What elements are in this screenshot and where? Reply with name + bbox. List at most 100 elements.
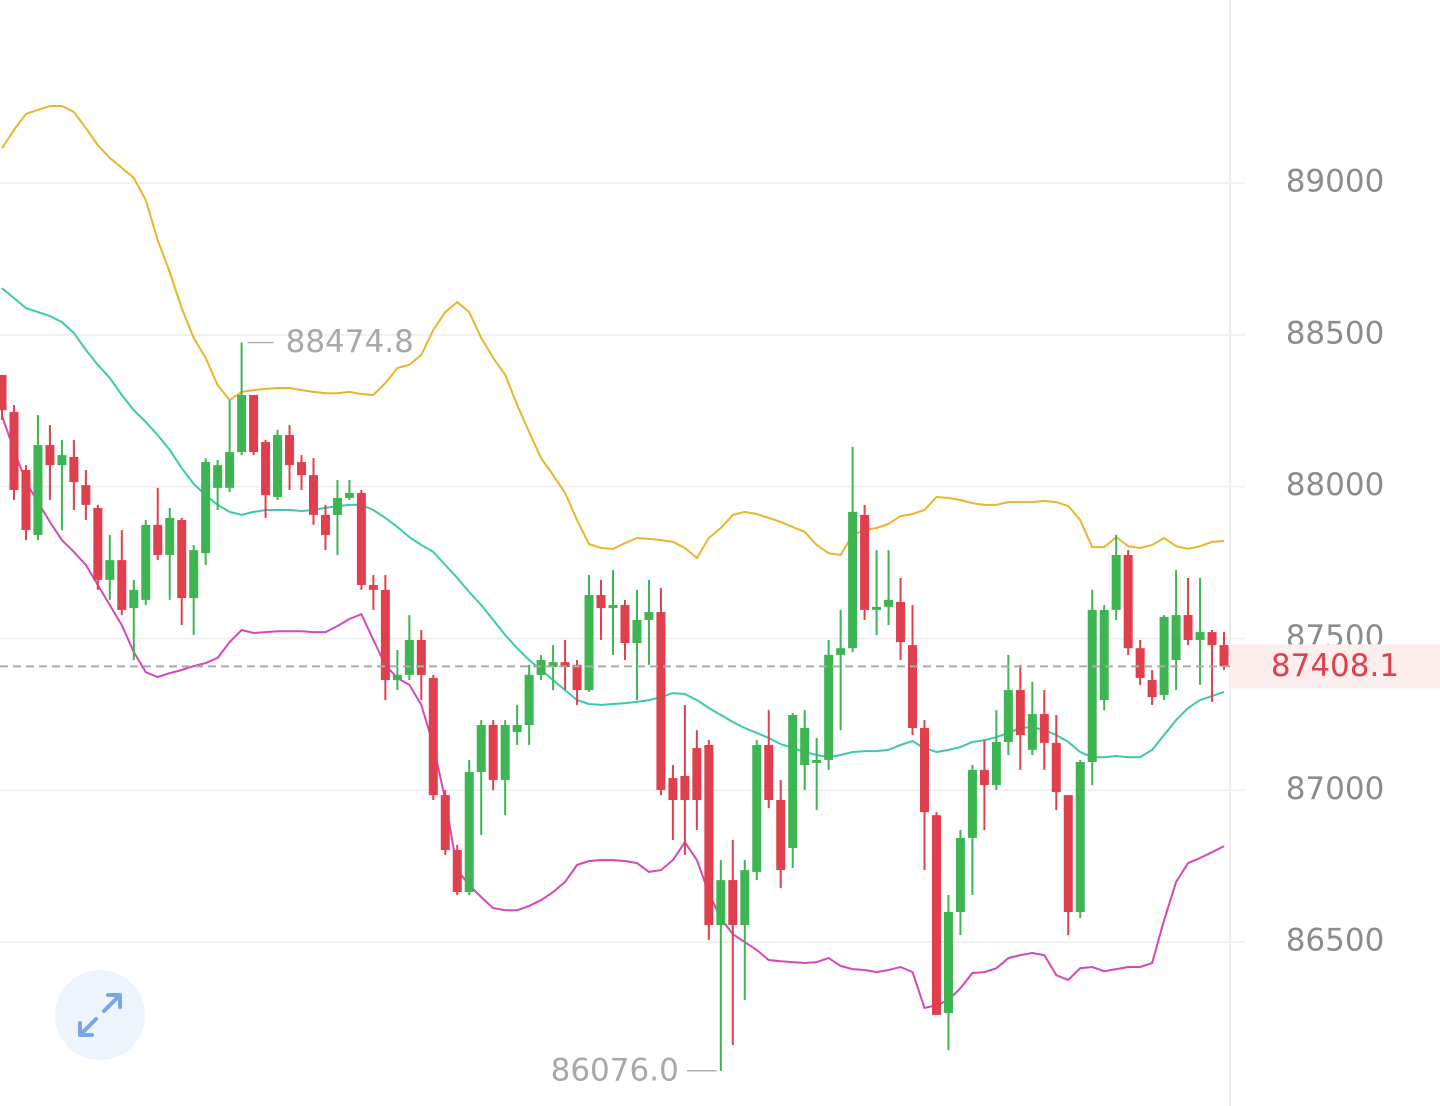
candle-body xyxy=(1207,632,1217,646)
candle-body xyxy=(1123,554,1133,649)
candle-body xyxy=(261,442,271,496)
candle-body xyxy=(69,456,79,483)
candle-body xyxy=(1003,690,1013,742)
candle-body xyxy=(1087,609,1097,763)
candle-body xyxy=(213,465,223,488)
candle-body xyxy=(812,759,822,763)
last-price-box xyxy=(1230,644,1440,689)
candle-body xyxy=(237,394,247,453)
y-tick-label: 86500 xyxy=(1286,923,1385,959)
candle-body xyxy=(117,560,127,610)
candle-body xyxy=(0,374,7,411)
candle-body xyxy=(512,724,522,732)
expand-icon[interactable] xyxy=(78,993,122,1037)
candle-body xyxy=(644,612,654,620)
candle-body xyxy=(800,728,810,766)
candle-body xyxy=(692,748,702,800)
candle-body xyxy=(273,435,283,497)
candle-body xyxy=(404,639,414,675)
candle-body xyxy=(896,602,906,643)
candle-body xyxy=(1171,615,1181,661)
candle-body xyxy=(632,619,642,644)
y-tick-label: 89000 xyxy=(1286,164,1385,200)
candle-body xyxy=(884,599,894,607)
candle-body xyxy=(656,612,666,790)
candle-body xyxy=(943,912,953,1014)
candle-body xyxy=(225,452,235,488)
candle-body xyxy=(836,648,846,655)
candle-body xyxy=(704,745,714,926)
candle-body xyxy=(428,677,438,796)
candle-body xyxy=(536,660,546,675)
candle-body xyxy=(788,714,798,848)
high-label: 88474.8 xyxy=(286,324,414,360)
candle-body xyxy=(572,664,582,691)
candle-body xyxy=(1039,714,1049,743)
candle-body xyxy=(93,507,103,580)
candle-body xyxy=(524,674,534,725)
band-line xyxy=(1,105,1225,560)
candle-body xyxy=(57,455,67,466)
candle-body xyxy=(596,595,606,609)
candle-body xyxy=(1075,762,1085,913)
candle-body xyxy=(919,728,929,813)
candle-body xyxy=(105,560,115,580)
candle-body xyxy=(1183,615,1193,640)
candle-body xyxy=(1027,714,1037,750)
y-tick-label: 88000 xyxy=(1286,467,1385,503)
candle-body xyxy=(9,411,19,491)
last-price-label: 87408.1 xyxy=(1271,648,1399,684)
candle-body xyxy=(1159,616,1169,695)
candle-body xyxy=(860,514,870,610)
candle-body xyxy=(344,493,354,498)
candle-body xyxy=(33,445,43,535)
candle-body xyxy=(332,497,342,515)
candle-body xyxy=(824,654,834,760)
candle-body xyxy=(452,850,462,892)
candle-body xyxy=(740,870,750,926)
candle-body xyxy=(141,524,151,600)
candle-body xyxy=(177,520,187,599)
candle-body xyxy=(380,589,390,681)
candle-body xyxy=(1195,632,1205,640)
candle-body xyxy=(1099,609,1109,701)
candle-body xyxy=(716,880,726,926)
candle-body xyxy=(848,511,858,649)
candle-body xyxy=(1015,690,1025,736)
expand-button-bg[interactable] xyxy=(55,970,145,1060)
candle-body xyxy=(680,775,690,800)
candle-body xyxy=(955,837,965,913)
candle-body xyxy=(979,769,989,786)
candle-body xyxy=(728,880,738,926)
candle-body xyxy=(1051,742,1061,793)
candle-body xyxy=(81,485,91,505)
expand-button[interactable] xyxy=(55,970,145,1060)
candle-body xyxy=(392,674,402,681)
candle-body xyxy=(1219,645,1229,667)
candle-body xyxy=(752,745,762,872)
candle-body xyxy=(440,795,450,851)
candle-body xyxy=(464,772,474,892)
candle-body xyxy=(368,585,378,590)
candle-body xyxy=(608,605,618,609)
band-line xyxy=(1,415,1225,1010)
candle-body xyxy=(201,462,211,554)
candle-body xyxy=(908,645,918,729)
candle-body xyxy=(620,605,630,644)
candle-body xyxy=(1111,554,1121,610)
y-tick-label: 88500 xyxy=(1286,315,1385,351)
candle-body xyxy=(991,741,1001,786)
candle-body xyxy=(1063,795,1073,913)
candle-body xyxy=(249,394,259,453)
candle-body xyxy=(297,462,307,476)
candle-body xyxy=(488,724,498,780)
candle-body xyxy=(153,524,163,555)
candle-body xyxy=(1147,680,1157,698)
candle-body xyxy=(500,724,510,780)
candle-body xyxy=(320,514,330,535)
candle-body xyxy=(476,724,486,773)
low-label: 86076.0 xyxy=(551,1052,679,1088)
candle-body xyxy=(668,778,678,800)
